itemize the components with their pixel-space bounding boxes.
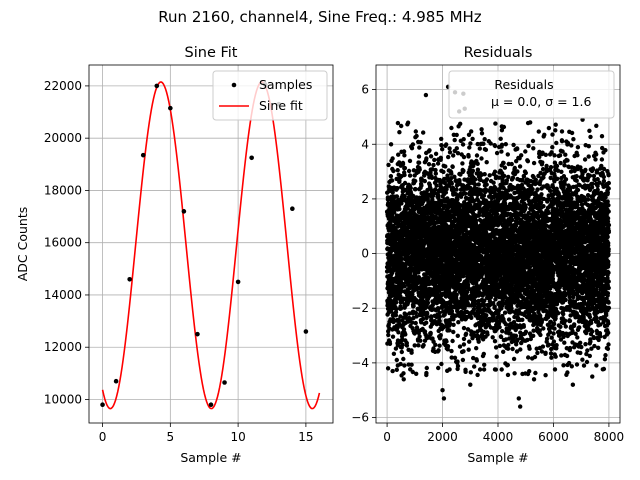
residual-outlier-point: [570, 382, 576, 387]
sample-point: [113, 378, 119, 384]
residual-points: [384, 120, 612, 378]
y-tick-label: −6: [351, 411, 369, 425]
axes-title: Residuals: [464, 45, 533, 61]
residual-outlier-point: [516, 396, 521, 401]
legend: Residuals μ = 0.0, σ = 1.6: [448, 70, 615, 119]
y-tick-label: −2: [351, 301, 369, 315]
residual-outlier-point: [468, 382, 473, 387]
y-tick-label: 2: [361, 192, 369, 206]
plot-area: [100, 81, 321, 410]
legend: Samples Sine fit: [212, 70, 328, 121]
x-tick-label: 8000: [594, 430, 625, 444]
axes-frame: [88, 64, 334, 424]
y-tick-label: 10000: [44, 392, 82, 406]
x-tick-label: 10: [230, 430, 245, 444]
x-axis-label: Sample #: [467, 450, 528, 465]
y-tick-label: 14000: [44, 288, 82, 302]
y-tick-label: 0: [361, 247, 369, 261]
grid: [89, 65, 333, 423]
figure-title: Run 2160, channel4, Sine Freq.: 4.985 MH…: [158, 8, 482, 26]
residual-outlier-point: [423, 92, 429, 98]
sample-point: [127, 276, 132, 282]
y-tick-label: 6: [361, 83, 369, 97]
x-tick-label: 2000: [427, 430, 458, 444]
x-tick-label: 6000: [538, 430, 569, 444]
sample-point: [208, 402, 214, 408]
y-tick-label: 12000: [44, 340, 82, 354]
sample-point: [195, 331, 200, 337]
residuals-chart: 0 2000 4000 6000 8000 −6 −4 −2 0 2 4 6 Residuals Samp…: [351, 45, 624, 465]
x-tick-label: 15: [298, 430, 313, 444]
residual-outlier-point: [517, 404, 523, 409]
x-tick-label: 4000: [483, 430, 514, 444]
sine-fit-chart: 0 5 10 15 10000 12000 14000 16000 18000 20000 2200…: [15, 45, 334, 465]
axes-title: Sine Fit: [185, 45, 238, 61]
x-tick-label: 0: [383, 430, 391, 444]
x-axis-label: Sample #: [180, 450, 241, 465]
sine-fit-line: [101, 81, 321, 410]
residual-outlier-point: [440, 388, 445, 393]
sample-point: [235, 279, 241, 285]
sample-point: [154, 83, 160, 89]
sample-point: [290, 206, 295, 212]
y-tick-label: 18000: [44, 183, 82, 197]
legend-label-samples: Samples: [259, 77, 312, 92]
y-tick-label: 20000: [44, 131, 82, 145]
y-tick-label: 4: [361, 137, 369, 151]
y-tick-label: −4: [351, 356, 369, 370]
sample-point: [181, 209, 187, 214]
legend-box: [448, 70, 615, 119]
sample-point: [222, 380, 227, 385]
residual-outlier-point: [590, 374, 595, 379]
x-tick-label: 5: [167, 430, 175, 444]
sample-point: [100, 402, 105, 408]
legend-box: [212, 70, 328, 121]
y-axis-label: ADC Counts: [15, 207, 30, 282]
sample-point: [249, 155, 254, 161]
residual-outlier-point: [414, 371, 419, 377]
legend-label-fit: Sine fit: [259, 98, 303, 113]
sample-point: [168, 105, 173, 111]
residual-outlier-point: [390, 368, 395, 374]
legend-title: Residuals: [494, 77, 553, 92]
y-tick-label: 22000: [44, 79, 82, 93]
residual-outlier-point: [531, 377, 537, 382]
residual-outlier-point: [441, 396, 447, 401]
sample-point: [140, 152, 146, 158]
residual-outlier-point: [401, 377, 406, 382]
x-tick-label: 0: [99, 430, 107, 444]
legend-stats: μ = 0.0, σ = 1.6: [491, 94, 591, 109]
legend-marker-samples: [231, 82, 237, 88]
sample-point: [303, 329, 309, 334]
y-tick-label: 16000: [44, 236, 82, 250]
residual-outlier-point: [580, 117, 585, 122]
